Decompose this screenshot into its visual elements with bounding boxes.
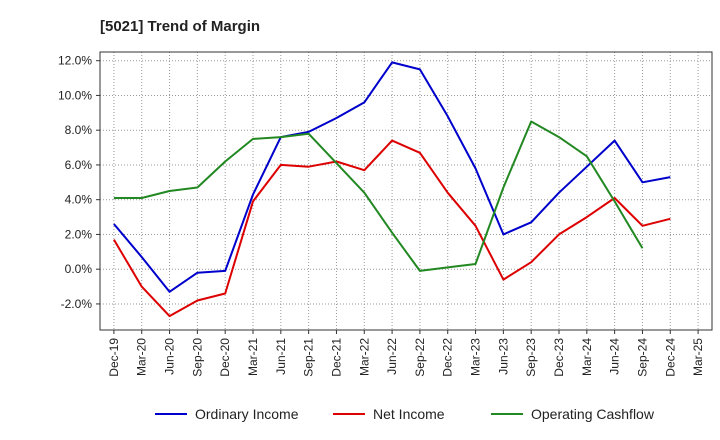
y-tick-label: 0.0% bbox=[65, 262, 93, 276]
legend-item: Ordinary Income bbox=[155, 406, 299, 422]
x-tick-label: Jun-20 bbox=[163, 338, 177, 375]
x-tick-label: Mar-24 bbox=[580, 338, 594, 376]
y-tick-label: 10.0% bbox=[58, 88, 92, 102]
x-tick-label: Dec-21 bbox=[329, 338, 343, 377]
x-tick-label: Mar-21 bbox=[246, 338, 260, 376]
legend-item: Net Income bbox=[333, 406, 445, 422]
legend-label: Net Income bbox=[373, 406, 445, 422]
x-tick-label: Sep-22 bbox=[413, 338, 427, 377]
x-tick-label: Dec-24 bbox=[663, 338, 677, 377]
x-tick-label: Dec-19 bbox=[107, 338, 121, 377]
series-lines bbox=[113, 61, 671, 318]
x-tick-label: Dec-22 bbox=[441, 338, 455, 377]
y-tick-label: 6.0% bbox=[65, 158, 93, 172]
y-tick-label: -2.0% bbox=[61, 297, 93, 311]
plot-area bbox=[99, 51, 713, 331]
x-tick-label: Jun-23 bbox=[496, 338, 510, 375]
x-tick-label: Jun-22 bbox=[385, 338, 399, 375]
x-tick-label: Mar-20 bbox=[135, 338, 149, 376]
x-tick-label: Mar-25 bbox=[691, 338, 705, 376]
y-tick-label: 12.0% bbox=[58, 54, 92, 68]
legend: Ordinary Income Net Income Operating Cashf… bbox=[155, 406, 655, 422]
x-tick-label: Jun-21 bbox=[274, 338, 288, 375]
legend-label: Operating Cashflow bbox=[531, 406, 655, 422]
x-tick-label: Sep-24 bbox=[635, 338, 649, 377]
series-line-operating-cashflow bbox=[113, 120, 644, 272]
x-tick-label: Jun-24 bbox=[608, 338, 622, 375]
x-tick-label: Mar-22 bbox=[357, 338, 371, 376]
legend-label: Ordinary Income bbox=[195, 406, 299, 422]
x-tick-label: Sep-20 bbox=[190, 338, 204, 377]
y-tick-label: 4.0% bbox=[65, 193, 93, 207]
chart-title: [5021] Trend of Margin bbox=[100, 18, 260, 35]
x-tick-label: Mar-23 bbox=[469, 338, 483, 376]
y-axis-ticks: 12.0% 10.0% 8.0% 6.0% 4.0% 2.0% 0.0% -2.0% bbox=[58, 54, 100, 311]
series-line-net-income bbox=[113, 139, 671, 318]
y-tick-label: 8.0% bbox=[65, 123, 93, 137]
x-tick-label: Dec-20 bbox=[218, 338, 232, 377]
x-tick-label: Dec-23 bbox=[552, 338, 566, 377]
x-tick-label: Sep-21 bbox=[302, 338, 316, 377]
x-tick-label: Sep-23 bbox=[524, 338, 538, 377]
x-axis-ticks: Dec-19 Mar-20 Jun-20 Sep-20 Dec-20 Mar-21 Jun-… bbox=[107, 330, 705, 377]
legend-item: Operating Cashflow bbox=[491, 406, 655, 422]
y-tick-label: 2.0% bbox=[65, 227, 93, 241]
series-line-ordinary-income bbox=[113, 61, 671, 293]
grid bbox=[100, 52, 712, 330]
